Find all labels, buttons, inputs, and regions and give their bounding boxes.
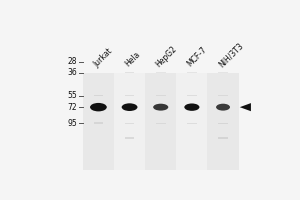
Text: MCF-7: MCF-7 [185,45,209,69]
Bar [187,95,197,96]
Bar [125,72,134,73]
Text: 95: 95 [67,119,77,128]
Text: NIH/3T3: NIH/3T3 [217,41,245,69]
Bar [156,72,166,73]
Text: Jurkat: Jurkat [92,46,114,69]
Bar [125,95,134,96]
Bar [125,137,134,139]
Bar [218,123,228,124]
Bar [187,123,197,124]
Ellipse shape [153,104,168,111]
Bar [156,95,166,96]
Bar [218,95,228,96]
Ellipse shape [122,103,137,111]
Bar [125,61,134,63]
Bar [208,73,239,170]
Bar [83,73,114,170]
Text: 36: 36 [67,68,77,77]
Polygon shape [240,103,251,111]
Bar [187,72,197,73]
Bar [156,123,166,124]
Bar [145,73,176,170]
Bar [94,122,103,124]
Bar [218,72,228,73]
Text: HepG2: HepG2 [154,44,179,69]
Text: Hela: Hela [123,50,142,69]
Ellipse shape [216,104,230,111]
Text: 72: 72 [68,103,77,112]
Ellipse shape [90,103,107,111]
Bar [218,137,228,139]
Bar [94,95,103,96]
Ellipse shape [184,103,200,111]
Bar [176,73,208,170]
Bar [114,73,145,170]
Bar [125,123,134,124]
Text: 55: 55 [67,91,77,100]
Text: 28: 28 [68,57,77,66]
Bar [156,61,166,63]
